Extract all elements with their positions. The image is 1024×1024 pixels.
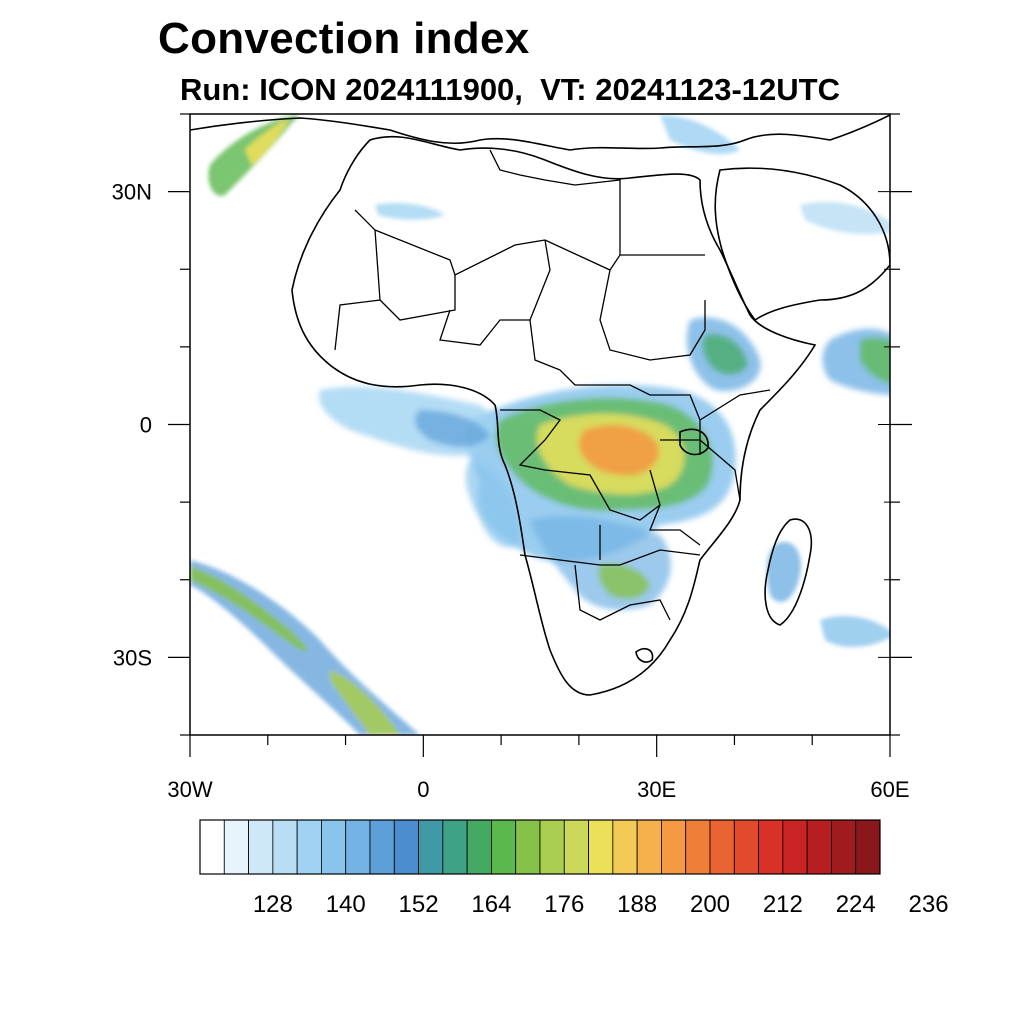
chart-subtitle: Run: ICON 2024111900, VT: 20241123-12UTC [180, 72, 840, 107]
colorbar-swatch [588, 819, 614, 875]
colorbar-swatch [491, 819, 517, 875]
africa-coastline [291, 135, 817, 696]
colorbar-label: 212 [763, 891, 803, 918]
lesotho-border [635, 648, 654, 663]
convection-central-africa [465, 384, 736, 562]
map-ticks: 30W 0 30E 60E 30N 0 30S [112, 113, 912, 802]
colorbar-swatch [321, 819, 347, 875]
colorbar-swatch [296, 819, 322, 875]
coastlines-and-borders [190, 114, 890, 696]
colorbar-swatch [223, 819, 249, 875]
mediterranean-coastline [190, 114, 890, 151]
convection-arabian-sea [822, 328, 890, 395]
colorbar-swatch [418, 819, 444, 875]
colorbar-swatch [855, 819, 881, 875]
convection-southern-africa [530, 515, 671, 610]
lake-victoria [679, 428, 709, 456]
colorbar-swatch [685, 819, 711, 875]
colorbar-label: 152 [399, 891, 439, 918]
convection-field [190, 114, 890, 735]
colorbar-swatch [539, 819, 565, 875]
chart-title: Convection index [158, 14, 530, 63]
colorbar-swatch [248, 819, 274, 875]
colorbar-swatch [393, 819, 419, 875]
convection-madagascar [766, 541, 801, 603]
colorbar-swatch [369, 819, 395, 875]
lat-tick-label: 30S [113, 645, 152, 670]
lon-tick-label: 30E [637, 777, 676, 802]
colorbar-swatch [709, 819, 735, 875]
arabia-coastline [714, 167, 890, 322]
colorbar-swatch [636, 819, 662, 875]
colorbar-swatch [758, 819, 784, 875]
colorbar-label: 164 [471, 891, 511, 918]
colorbar-swatch [515, 819, 541, 875]
convection-southeast-atlantic [465, 460, 520, 548]
convection-north [375, 115, 890, 647]
colorbar-label: 140 [326, 891, 366, 918]
lat-tick-label: 30N [112, 180, 152, 205]
map-panel: 30W 0 30E 60E 30N 0 30S [112, 113, 912, 802]
colorbar-swatch [831, 819, 857, 875]
colorbar-swatch [442, 819, 468, 875]
colorbar-swatch [806, 819, 832, 875]
lat-tick-label: 0 [140, 413, 152, 438]
convection-southwest-atlantic [190, 560, 420, 735]
colorbar-frame [199, 819, 881, 875]
colorbar-label: 188 [617, 891, 657, 918]
country-borders [334, 149, 771, 621]
colorbar-swatch [199, 819, 225, 875]
convection-gulf-of-guinea [319, 386, 493, 456]
colorbar-swatch [612, 819, 638, 875]
colorbar-label: 176 [544, 891, 584, 918]
colorbar-swatch [563, 819, 589, 875]
lon-tick-label: 0 [417, 777, 429, 802]
colorbar-label: 236 [909, 891, 949, 918]
colorbar: 128 140 152 164 176 188 200 212 224 236 [199, 819, 949, 918]
lon-tick-label: 30W [167, 777, 212, 802]
colorbar-label: 224 [836, 891, 876, 918]
colorbar-swatch [782, 819, 808, 875]
lon-tick-label: 60E [870, 777, 909, 802]
madagascar-coastline [764, 518, 812, 626]
convection-northwest-atlantic [208, 114, 300, 196]
colorbar-swatch [345, 819, 371, 875]
convection-east-africa [686, 317, 761, 391]
colorbar-swatch [466, 819, 492, 875]
colorbar-swatch [733, 819, 759, 875]
colorbar-swatch [272, 819, 298, 875]
colorbar-swatch [661, 819, 687, 875]
colorbar-label: 128 [253, 891, 293, 918]
colorbar-label: 200 [690, 891, 730, 918]
